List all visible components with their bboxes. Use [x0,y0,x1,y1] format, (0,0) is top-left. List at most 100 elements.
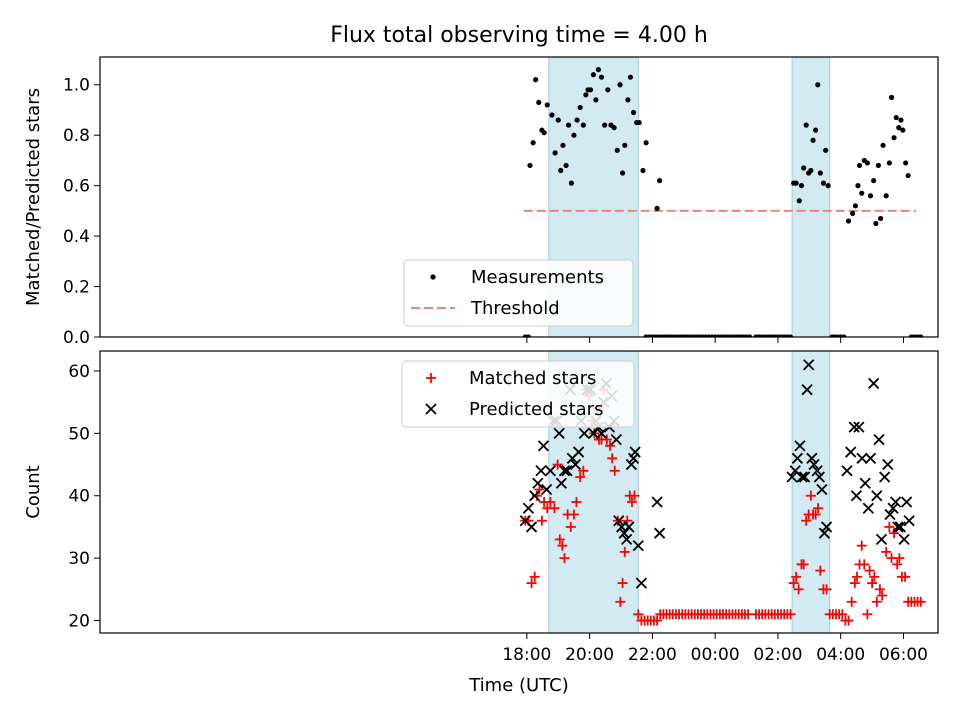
measurement-point [875,162,881,169]
measurement-point [625,97,631,103]
matched-star-point [557,540,568,551]
predicted-star-point [853,421,865,433]
matched-star-point [867,578,878,589]
legend-cross-icon [425,403,437,415]
predicted-star-point [856,452,868,464]
matched-star-point [877,590,888,601]
predicted-star-point [900,496,913,508]
matched-star-point [615,596,626,607]
matched-star-point [552,459,563,470]
measurement-point [896,125,902,131]
axes-frame [99,56,939,338]
predicted-star-point [578,427,590,439]
predicted-star-point [635,577,648,589]
x-tick-label: 18:00 [502,645,551,665]
y-tick-label: 20 [68,612,90,632]
matched-star-point [607,453,618,464]
predicted-star-point [618,527,630,539]
predicted-star-point [553,427,565,439]
measurement-point [630,109,637,116]
matched-star-point [633,609,644,620]
measurement-point [747,334,753,337]
matched-star-point [874,584,885,595]
measurement-point [883,193,889,199]
predicted-star-point [879,471,891,483]
matched-star-point [852,571,863,582]
predicted-star-point [845,446,857,458]
predicted-star-point [850,490,863,502]
measurement-point [808,167,814,174]
measurement-point [654,205,660,211]
matched-star-point [545,496,556,507]
measurement-point [636,119,642,126]
measurement-point [549,112,555,118]
measurement-point [801,165,807,171]
legend-dot-icon [430,274,436,280]
predicted-star-point [653,527,666,539]
matched-star-point [536,515,547,526]
matched-star-point [846,596,857,607]
measurement-point [825,183,831,189]
matched-star-point [565,521,576,532]
measurement-point [527,162,533,169]
measurement-point [555,117,561,123]
chart-title: Flux total observing time = 4.00 h [330,23,708,48]
predicted-star-point [859,477,871,489]
measurement-point [871,178,877,184]
measurement-point [614,147,620,153]
measurement-point [598,74,605,80]
y-tick-label: 60 [68,362,90,382]
predicted-star-point [529,490,541,502]
predicted-star-point [532,477,544,489]
predicted-star-point [794,440,806,452]
legend-label: Threshold [470,298,560,319]
predicted-star-point [903,515,915,527]
y-tick-label: 0.8 [63,126,90,146]
matched-star-point [791,571,802,582]
measurement-point [587,87,594,93]
measurement-point [617,82,623,88]
measurement-point [643,140,649,146]
x-tick-label: 20:00 [565,645,614,665]
matched-star-point [571,496,582,507]
matched-star-point [578,465,589,476]
measurement-point [905,172,911,179]
measurement-point [530,140,536,146]
predicted-star-point [820,521,833,533]
matched-star-point [884,521,895,532]
predicted-star-point [884,508,896,521]
measurement-point [574,117,580,123]
predicted-star-point [811,465,823,477]
matched-star-point [894,553,905,564]
measurement-point [552,150,558,156]
predicted-star-point [623,521,635,533]
measurement-point [812,127,819,133]
predicted-star-point [871,490,883,502]
measurement-point [903,160,909,166]
measurement-point [568,180,575,186]
measurement-point [893,114,899,121]
predicted-star-point [816,483,828,496]
predicted-star-point [544,465,557,477]
predicted-star-point [818,527,831,539]
measurement-point [657,178,663,184]
measurement-point [640,167,646,174]
predicted-star-point [621,533,633,546]
measurement-point [817,170,823,176]
predicted-star-point [651,496,663,508]
measurement-point [533,77,539,83]
y-tick-label: 30 [68,549,90,569]
predicted-star-point [862,502,874,514]
predicted-star-point [887,502,899,514]
measurement-point [859,190,865,196]
matched-star-point [793,584,804,595]
y-tick-label: 50 [68,424,90,444]
measurement-point [864,160,870,166]
measurement-point [605,87,611,93]
measurement-point [867,193,874,199]
measurement-point [563,162,569,169]
predicted-star-point [561,465,573,477]
y-tick-label: 0.0 [63,328,90,348]
matched-star-point [915,596,926,607]
